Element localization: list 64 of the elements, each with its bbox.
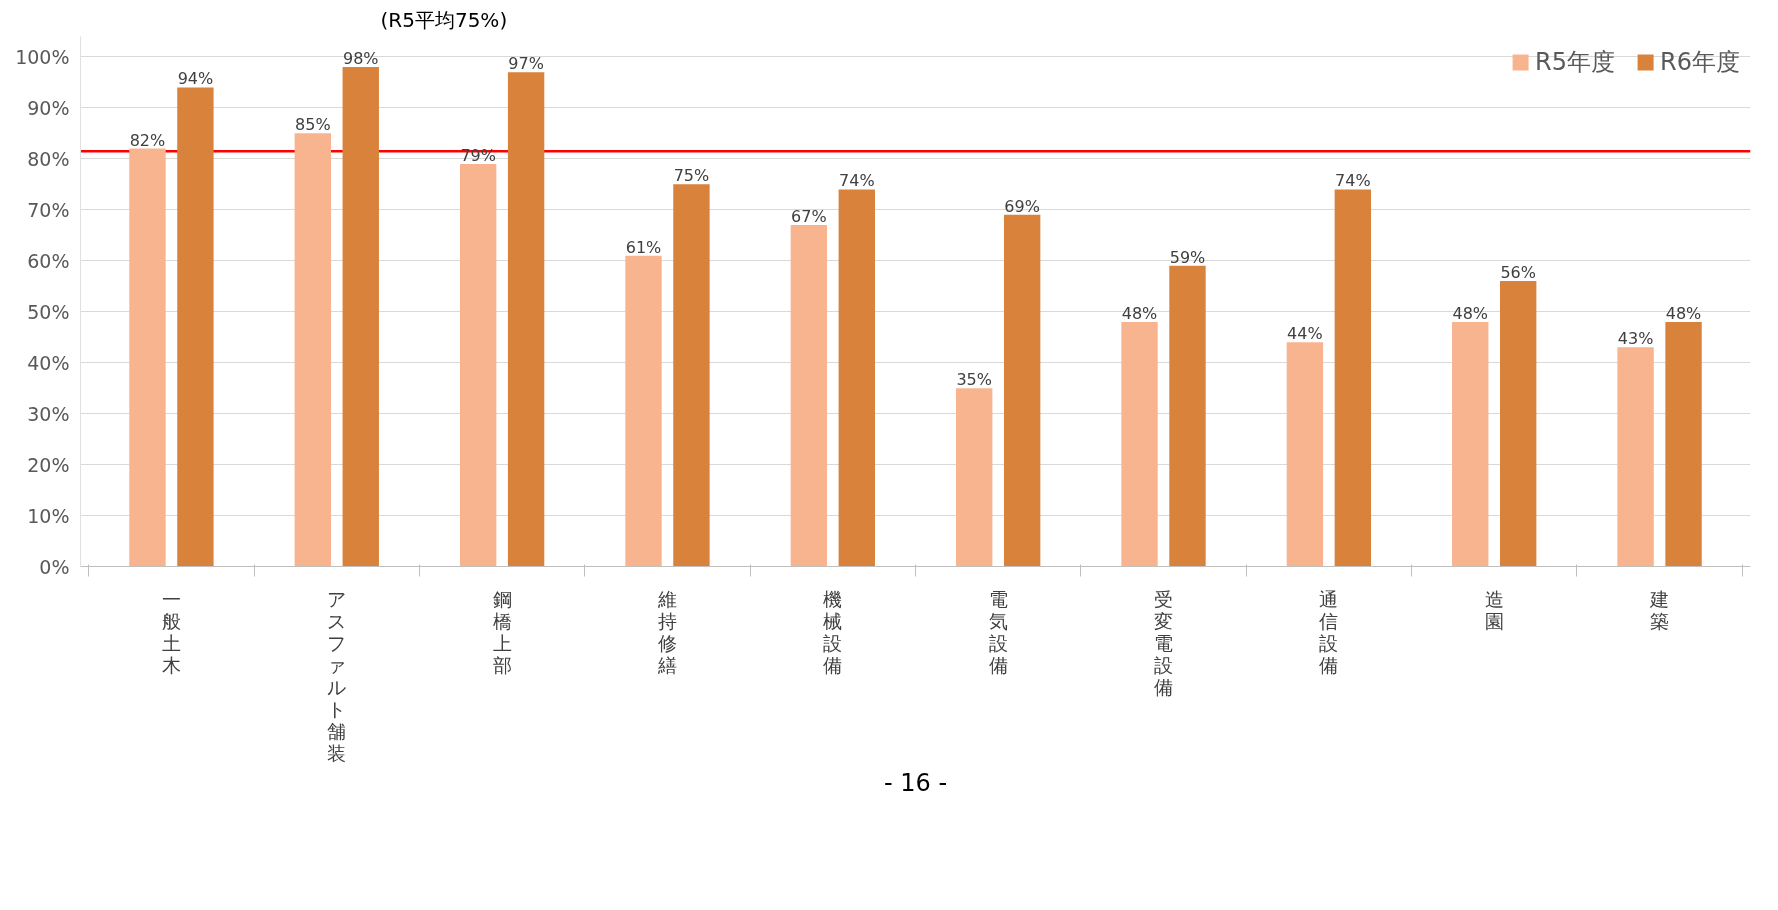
data-label: 97% xyxy=(508,54,544,74)
bar xyxy=(956,388,993,567)
bar xyxy=(129,148,166,567)
data-label: 59% xyxy=(1169,247,1206,267)
bar xyxy=(459,163,497,567)
bar xyxy=(1334,189,1372,567)
data-label: 44% xyxy=(1287,324,1323,344)
y-tick-label: 50% xyxy=(27,300,70,323)
x-tick-label: アスファルト舗装 xyxy=(327,587,347,764)
data-label: 74% xyxy=(1335,171,1371,191)
bar xyxy=(1003,214,1041,567)
data-label: 56% xyxy=(1500,263,1536,283)
data-label: 69% xyxy=(1004,196,1040,216)
y-tick-label: 30% xyxy=(27,402,70,425)
bar xyxy=(625,255,662,567)
x-tick-label: 受変電設備 xyxy=(1154,587,1174,698)
x-tick-label: 造園 xyxy=(1484,587,1504,632)
y-tick-label: 100% xyxy=(15,45,70,68)
bar xyxy=(673,184,710,567)
x-tick-label: 電気設備 xyxy=(988,587,1008,676)
data-label: 48% xyxy=(1121,303,1158,323)
x-tick-label: 維持修繕 xyxy=(656,587,677,676)
data-label: 85% xyxy=(295,115,331,135)
bar xyxy=(1286,342,1324,567)
x-tick-label: 建築 xyxy=(1649,587,1670,632)
data-label: 75% xyxy=(673,166,710,186)
data-label: 67% xyxy=(791,207,827,227)
bar xyxy=(1169,265,1206,567)
data-label: 98% xyxy=(342,49,379,69)
y-tick-label: 70% xyxy=(27,198,70,221)
bar xyxy=(1617,347,1654,567)
x-tick-label: 一般土木 xyxy=(161,587,181,676)
y-tick-label: 0% xyxy=(39,555,70,578)
x-tick-label: 通信設備 xyxy=(1319,587,1339,676)
bar xyxy=(1452,321,1489,567)
bar xyxy=(507,72,545,567)
data-label: 48% xyxy=(1452,303,1489,323)
x-tick-label: 機械設備 xyxy=(823,587,843,676)
data-label: 48% xyxy=(1665,303,1702,323)
data-label: 82% xyxy=(129,130,166,150)
y-tick-label: 10% xyxy=(27,504,70,527)
legend-label: R6年度 xyxy=(1660,47,1740,78)
data-label: 35% xyxy=(956,370,992,390)
bar xyxy=(838,189,875,567)
text: (R5平均75%) xyxy=(380,7,508,32)
bar xyxy=(294,133,331,567)
y-tick-label: 80% xyxy=(27,147,70,170)
bar xyxy=(1500,281,1537,567)
x-tick-label: 鋼橋上部 xyxy=(492,587,512,676)
bar xyxy=(1121,321,1158,567)
y-tick-label: 20% xyxy=(27,453,70,476)
bar xyxy=(177,87,214,567)
bar xyxy=(1665,321,1702,567)
data-label: 94% xyxy=(177,69,214,89)
y-tick-label: 90% xyxy=(27,96,70,119)
y-tick-label: 40% xyxy=(27,351,70,374)
data-label: 61% xyxy=(625,237,662,257)
text: - 16 - xyxy=(883,768,948,797)
bar xyxy=(342,67,379,567)
bar xyxy=(790,225,828,567)
legend-label: R5年度 xyxy=(1535,47,1616,78)
data-label: 74% xyxy=(839,171,875,191)
y-tick-label: 60% xyxy=(27,249,70,272)
data-label: 43% xyxy=(1617,329,1654,349)
